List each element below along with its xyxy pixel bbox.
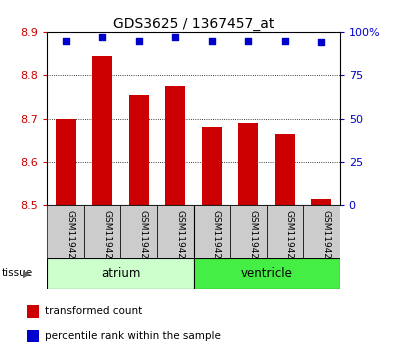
Text: GSM119423: GSM119423	[102, 210, 111, 264]
Text: GSM119422: GSM119422	[66, 210, 75, 264]
Text: GSM119426: GSM119426	[212, 210, 221, 264]
Bar	[56, 119, 76, 205]
Text: GSM119429: GSM119429	[322, 210, 331, 264]
Point	[282, 38, 288, 44]
Bar	[129, 95, 149, 205]
Bar	[47, 205, 84, 258]
Point	[62, 38, 69, 44]
Bar	[92, 56, 112, 205]
Point	[99, 34, 105, 40]
Bar	[238, 123, 258, 205]
Bar	[157, 205, 194, 258]
Title: GDS3625 / 1367457_at: GDS3625 / 1367457_at	[113, 17, 274, 31]
Bar	[120, 205, 157, 258]
Point	[318, 39, 325, 45]
Text: tissue: tissue	[2, 268, 33, 279]
Bar	[165, 86, 185, 205]
Bar	[194, 258, 340, 289]
Bar	[311, 199, 331, 205]
Bar	[267, 205, 303, 258]
Text: GSM119428: GSM119428	[285, 210, 294, 264]
Bar	[202, 127, 222, 205]
Bar	[303, 205, 340, 258]
Text: GSM119424: GSM119424	[139, 210, 148, 264]
Bar	[27, 305, 40, 318]
Text: GSM119427: GSM119427	[248, 210, 258, 264]
Bar	[84, 205, 120, 258]
Text: GSM119425: GSM119425	[175, 210, 184, 264]
Point	[245, 38, 252, 44]
Text: ventricle: ventricle	[241, 267, 293, 280]
Point	[209, 38, 215, 44]
Bar	[275, 134, 295, 205]
Bar	[194, 205, 230, 258]
Text: transformed count: transformed count	[45, 306, 142, 316]
Bar	[47, 258, 194, 289]
Bar	[230, 205, 267, 258]
Text: percentile rank within the sample: percentile rank within the sample	[45, 331, 220, 341]
Text: ▶: ▶	[23, 268, 30, 279]
Text: atrium: atrium	[101, 267, 140, 280]
Point	[172, 34, 179, 40]
Bar	[27, 330, 40, 342]
Point	[135, 38, 142, 44]
